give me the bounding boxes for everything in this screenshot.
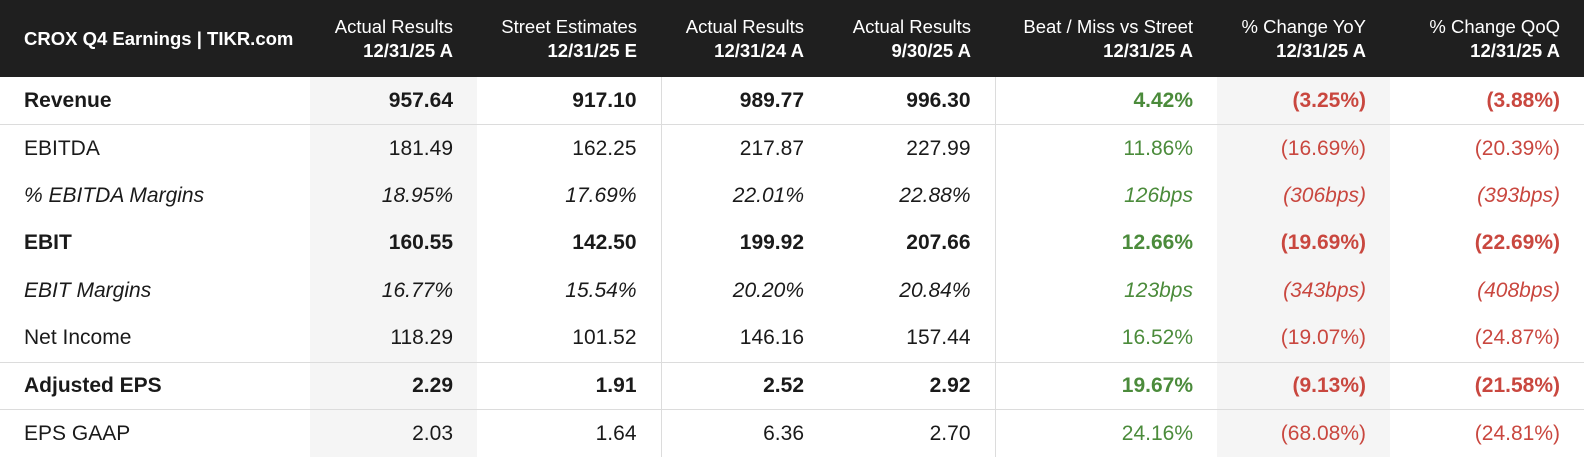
table-row-ebit: EBIT 160.55 142.50 199.92 207.66 12.66% …: [0, 219, 1584, 267]
cell-actual-q4-2025: 2.03: [310, 409, 477, 457]
header-row: CROX Q4 Earnings | TIKR.com Actual Resul…: [0, 0, 1584, 77]
cell-street-estimate: 15.54%: [477, 267, 662, 315]
table-row-revenue: Revenue 957.64 917.10 989.77 996.30 4.42…: [0, 77, 1584, 125]
row-label: Net Income: [0, 314, 310, 363]
cell-street-estimate: 917.10: [477, 77, 662, 125]
column-header-actual-q3-2025: Actual Results 9/30/25 A: [852, 15, 971, 61]
cell-street-estimate: 101.52: [477, 314, 662, 363]
cell-actual-q3-2025: 20.84%: [828, 267, 996, 315]
cell-beat-miss: 19.67%: [995, 362, 1217, 410]
cell-street-estimate: 142.50: [477, 219, 662, 267]
cell-actual-q4-2024: 6.36: [763, 421, 804, 445]
cell-actual-q3-2025: 227.99: [828, 124, 996, 172]
cell-actual-q3-2025: 22.88%: [828, 172, 996, 220]
row-label: % EBITDA Margins: [24, 183, 205, 207]
column-header-actual-q4-2024: Actual Results 12/31/24 A: [685, 15, 804, 61]
earnings-table: CROX Q4 Earnings | TIKR.com Actual Resul…: [0, 0, 1584, 457]
cell-yoy-change: (19.69%): [1217, 219, 1390, 267]
row-label: EBIT Margins: [24, 278, 152, 302]
column-header-yoy-change: % Change YoY 12/31/25 A: [1241, 15, 1366, 61]
cell-yoy-change: (68.08%): [1217, 409, 1390, 457]
cell-actual-q4-2024: 2.52: [661, 362, 828, 410]
table-row-ebit-margins: EBIT Margins 16.77% 15.54% 20.20% 20.84%…: [0, 267, 1584, 315]
cell-actual-q3-2025: 157.44: [828, 314, 996, 363]
cell-yoy-change: (343bps): [1217, 267, 1390, 315]
cell-yoy-change: (3.25%): [1217, 77, 1390, 125]
column-header-actual-q4-2025: Actual Results 12/31/25 A: [334, 15, 453, 61]
cell-actual-q4-2025: 118.29: [310, 314, 477, 363]
cell-qoq-change: (20.39%): [1474, 136, 1560, 160]
column-header-street-estimates: Street Estimates 12/31/25 E: [501, 15, 637, 61]
cell-actual-q3-2025: 2.92: [828, 362, 996, 410]
row-label: Revenue: [0, 77, 310, 125]
table-row-eps-gaap: EPS GAAP 2.03 1.64 6.36 2.70 24.16% (68.…: [0, 409, 1584, 457]
cell-yoy-change: (19.07%): [1217, 314, 1390, 363]
cell-actual-q4-2025: 160.55: [310, 219, 477, 267]
cell-qoq-change: (24.87%): [1390, 314, 1584, 363]
cell-qoq-change: (24.81%): [1474, 421, 1560, 445]
cell-qoq-change: (408bps): [1477, 278, 1560, 302]
cell-beat-miss: 4.42%: [995, 77, 1217, 125]
cell-actual-q3-2025: 2.70: [828, 409, 996, 457]
table-title: CROX Q4 Earnings | TIKR.com: [24, 27, 294, 49]
cell-street-estimate: 1.91: [477, 362, 662, 410]
cell-beat-miss: 24.16%: [1121, 421, 1193, 445]
cell-actual-q3-2025: 996.30: [828, 77, 996, 125]
column-header-beat-miss: Beat / Miss vs Street 12/31/25 A: [1023, 15, 1193, 61]
row-label: Adjusted EPS: [0, 362, 310, 410]
column-header-qoq-change: % Change QoQ 12/31/25 A: [1429, 15, 1560, 61]
cell-qoq-change: (21.58%): [1390, 362, 1584, 410]
cell-beat-miss: 126bps: [1124, 183, 1193, 207]
row-label: EBITDA: [24, 136, 100, 160]
cell-yoy-change: (9.13%): [1217, 362, 1390, 410]
cell-street-estimate: 17.69%: [477, 172, 662, 220]
cell-actual-q4-2025: 16.77%: [310, 267, 477, 315]
table-row-net-income: Net Income 118.29 101.52 146.16 157.44 1…: [0, 314, 1584, 363]
cell-actual-q4-2025: 181.49: [310, 124, 477, 172]
cell-actual-q4-2024: 199.92: [739, 231, 804, 255]
cell-yoy-change: (306bps): [1217, 172, 1390, 220]
table-row-ebitda-margins: % EBITDA Margins 18.95% 17.69% 22.01% 22…: [0, 172, 1584, 220]
cell-actual-q4-2025: 957.64: [310, 77, 477, 125]
row-label: EBIT: [24, 231, 72, 255]
cell-beat-miss: 12.66%: [1121, 231, 1193, 255]
cell-qoq-change: (3.88%): [1390, 77, 1584, 125]
cell-actual-q4-2024: 20.20%: [732, 278, 804, 302]
cell-actual-q4-2025: 2.29: [310, 362, 477, 410]
cell-beat-miss: 123bps: [1124, 278, 1193, 302]
cell-actual-q4-2024: 22.01%: [732, 183, 804, 207]
cell-actual-q3-2025: 207.66: [828, 219, 996, 267]
cell-actual-q4-2024: 217.87: [739, 136, 804, 160]
cell-beat-miss: 11.86%: [1123, 136, 1193, 160]
cell-street-estimate: 162.25: [477, 124, 662, 172]
table-row-adjusted-eps: Adjusted EPS 2.29 1.91 2.52 2.92 19.67% …: [0, 362, 1584, 410]
cell-street-estimate: 1.64: [477, 409, 662, 457]
cell-actual-q4-2025: 18.95%: [310, 172, 477, 220]
cell-actual-q4-2024: 146.16: [661, 314, 828, 363]
cell-qoq-change: (22.69%): [1474, 231, 1560, 255]
cell-qoq-change: (393bps): [1477, 183, 1560, 207]
cell-yoy-change: (16.69%): [1217, 124, 1390, 172]
row-label: EPS GAAP: [24, 421, 131, 445]
cell-actual-q4-2024: 989.77: [661, 77, 828, 125]
table-row-ebitda: EBITDA 181.49 162.25 217.87 227.99 11.86…: [0, 124, 1584, 172]
cell-beat-miss: 16.52%: [995, 314, 1217, 363]
